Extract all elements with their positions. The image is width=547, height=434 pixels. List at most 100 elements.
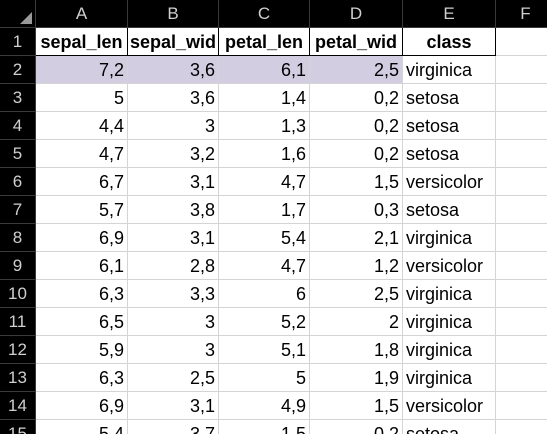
- column-header-f[interactable]: F: [496, 0, 547, 28]
- cell-a8[interactable]: 6,9: [36, 224, 128, 252]
- cell-b15[interactable]: 3,7: [128, 420, 219, 434]
- cell-d14[interactable]: 1,5: [310, 392, 403, 420]
- cell-a12[interactable]: 5,9: [36, 336, 128, 364]
- cell-a2[interactable]: 7,2: [36, 56, 128, 84]
- cell-b3[interactable]: 3,6: [128, 84, 219, 112]
- header-cell-petal-wid[interactable]: petal_wid: [310, 28, 403, 56]
- cell-d6[interactable]: 1,5: [310, 168, 403, 196]
- cell-b6[interactable]: 3,1: [128, 168, 219, 196]
- cell-b10[interactable]: 3,3: [128, 280, 219, 308]
- cell-a5[interactable]: 4,7: [36, 140, 128, 168]
- row-header-10[interactable]: 10: [0, 280, 36, 308]
- cell-b13[interactable]: 2,5: [128, 364, 219, 392]
- cell-c5[interactable]: 1,6: [219, 140, 310, 168]
- cell-e12[interactable]: virginica: [403, 336, 496, 364]
- cell-f6[interactable]: [496, 168, 547, 196]
- cell-a3[interactable]: 5: [36, 84, 128, 112]
- cell-b8[interactable]: 3,1: [128, 224, 219, 252]
- row-header-11[interactable]: 11: [0, 308, 36, 336]
- cell-f8[interactable]: [496, 224, 547, 252]
- cell-d5[interactable]: 0,2: [310, 140, 403, 168]
- cell-f3[interactable]: [496, 84, 547, 112]
- cell-d9[interactable]: 1,2: [310, 252, 403, 280]
- row-header-15[interactable]: 15: [0, 420, 36, 434]
- cell-a9[interactable]: 6,1: [36, 252, 128, 280]
- cell-b2[interactable]: 3,6: [128, 56, 219, 84]
- cell-f1[interactable]: [496, 28, 547, 56]
- cell-b9[interactable]: 2,8: [128, 252, 219, 280]
- column-header-e[interactable]: E: [403, 0, 496, 28]
- cell-f7[interactable]: [496, 196, 547, 224]
- cell-a13[interactable]: 6,3: [36, 364, 128, 392]
- cell-c10[interactable]: 6: [219, 280, 310, 308]
- cell-e13[interactable]: virginica: [403, 364, 496, 392]
- cell-c3[interactable]: 1,4: [219, 84, 310, 112]
- cell-b12[interactable]: 3: [128, 336, 219, 364]
- cell-c14[interactable]: 4,9: [219, 392, 310, 420]
- cell-c12[interactable]: 5,1: [219, 336, 310, 364]
- cell-a10[interactable]: 6,3: [36, 280, 128, 308]
- header-cell-petal-len[interactable]: petal_len: [219, 28, 310, 56]
- column-header-b[interactable]: B: [128, 0, 219, 28]
- cell-c13[interactable]: 5: [219, 364, 310, 392]
- cell-e8[interactable]: virginica: [403, 224, 496, 252]
- cell-b11[interactable]: 3: [128, 308, 219, 336]
- cell-f11[interactable]: [496, 308, 547, 336]
- cell-e7[interactable]: setosa: [403, 196, 496, 224]
- cell-e3[interactable]: setosa: [403, 84, 496, 112]
- cell-e11[interactable]: virginica: [403, 308, 496, 336]
- cell-e14[interactable]: versicolor: [403, 392, 496, 420]
- column-header-c[interactable]: C: [219, 0, 310, 28]
- cell-d13[interactable]: 1,9: [310, 364, 403, 392]
- cell-a4[interactable]: 4,4: [36, 112, 128, 140]
- row-header-4[interactable]: 4: [0, 112, 36, 140]
- row-header-2[interactable]: 2: [0, 56, 36, 84]
- cell-d8[interactable]: 2,1: [310, 224, 403, 252]
- cell-b5[interactable]: 3,2: [128, 140, 219, 168]
- cell-c6[interactable]: 4,7: [219, 168, 310, 196]
- cell-d2[interactable]: 2,5: [310, 56, 403, 84]
- cell-d12[interactable]: 1,8: [310, 336, 403, 364]
- cell-e5[interactable]: setosa: [403, 140, 496, 168]
- cell-c7[interactable]: 1,7: [219, 196, 310, 224]
- cell-d11[interactable]: 2: [310, 308, 403, 336]
- cell-f2[interactable]: [496, 56, 547, 84]
- header-cell-sepal-len[interactable]: sepal_len: [36, 28, 128, 56]
- cell-f4[interactable]: [496, 112, 547, 140]
- cell-b4[interactable]: 3: [128, 112, 219, 140]
- cell-a11[interactable]: 6,5: [36, 308, 128, 336]
- cell-f13[interactable]: [496, 364, 547, 392]
- row-header-5[interactable]: 5: [0, 140, 36, 168]
- cell-d10[interactable]: 2,5: [310, 280, 403, 308]
- cell-b14[interactable]: 3,1: [128, 392, 219, 420]
- row-header-9[interactable]: 9: [0, 252, 36, 280]
- cell-c8[interactable]: 5,4: [219, 224, 310, 252]
- cell-f5[interactable]: [496, 140, 547, 168]
- cell-a6[interactable]: 6,7: [36, 168, 128, 196]
- select-all-button[interactable]: [0, 0, 36, 28]
- header-cell-class[interactable]: class: [403, 28, 496, 56]
- column-header-a[interactable]: A: [36, 0, 128, 28]
- cell-f15[interactable]: [496, 420, 547, 434]
- cell-e9[interactable]: versicolor: [403, 252, 496, 280]
- cell-d7[interactable]: 0,3: [310, 196, 403, 224]
- row-header-13[interactable]: 13: [0, 364, 36, 392]
- cell-c2[interactable]: 6,1: [219, 56, 310, 84]
- cell-c11[interactable]: 5,2: [219, 308, 310, 336]
- cell-b7[interactable]: 3,8: [128, 196, 219, 224]
- cell-f12[interactable]: [496, 336, 547, 364]
- cell-a14[interactable]: 6,9: [36, 392, 128, 420]
- cell-f9[interactable]: [496, 252, 547, 280]
- row-header-8[interactable]: 8: [0, 224, 36, 252]
- cell-c4[interactable]: 1,3: [219, 112, 310, 140]
- row-header-3[interactable]: 3: [0, 84, 36, 112]
- row-header-6[interactable]: 6: [0, 168, 36, 196]
- header-cell-sepal-wid[interactable]: sepal_wid: [128, 28, 219, 56]
- cell-f14[interactable]: [496, 392, 547, 420]
- cell-e6[interactable]: versicolor: [403, 168, 496, 196]
- row-header-14[interactable]: 14: [0, 392, 36, 420]
- cell-f10[interactable]: [496, 280, 547, 308]
- cell-a7[interactable]: 5,7: [36, 196, 128, 224]
- row-header-12[interactable]: 12: [0, 336, 36, 364]
- cell-d4[interactable]: 0,2: [310, 112, 403, 140]
